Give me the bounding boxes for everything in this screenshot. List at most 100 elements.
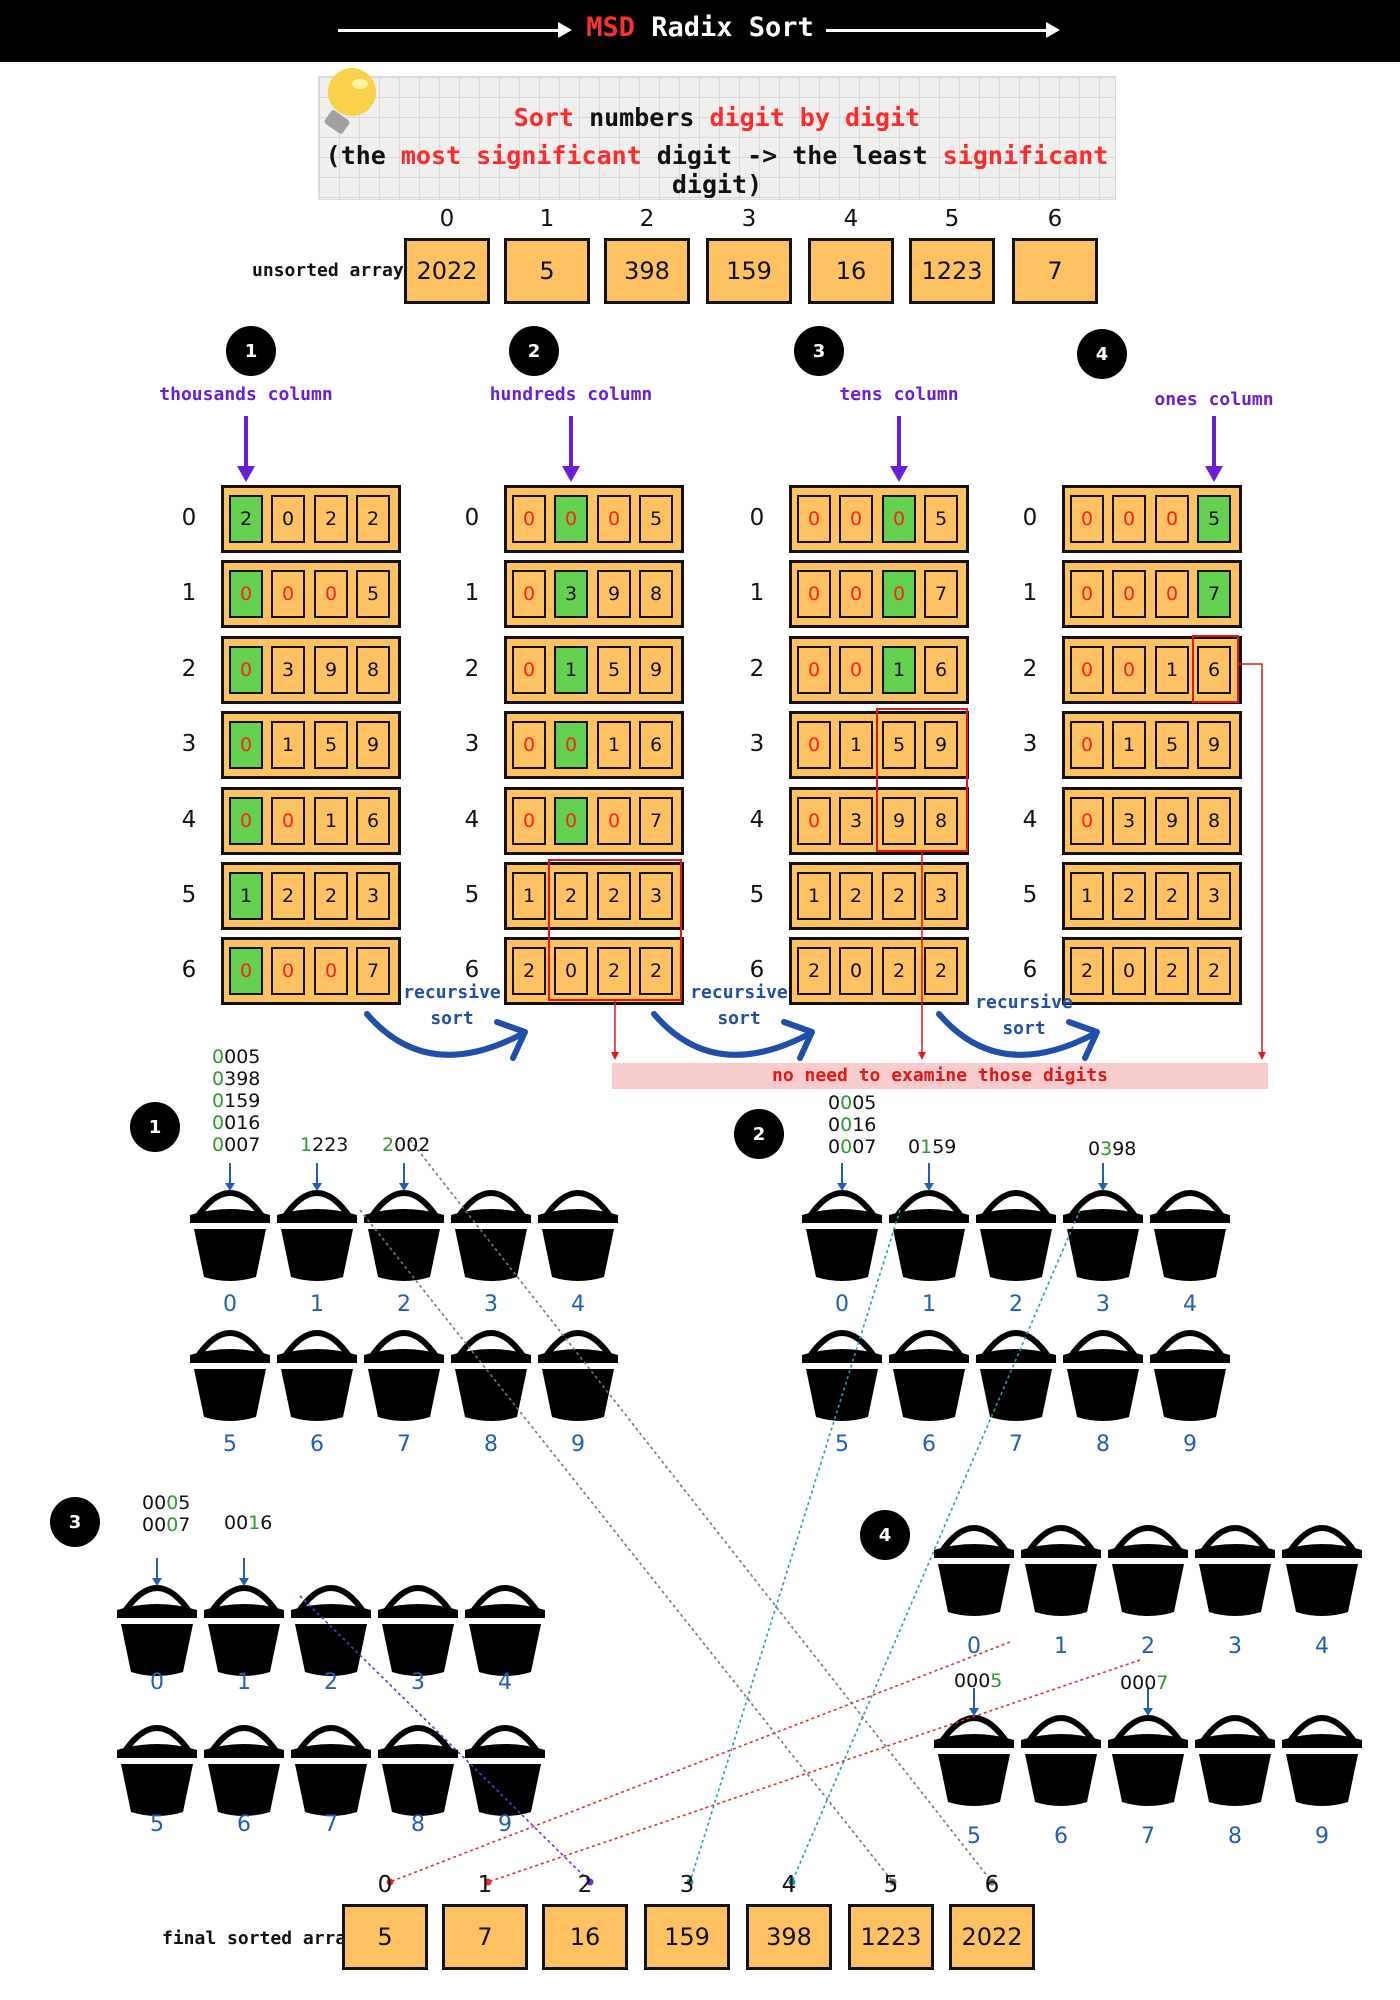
arrowhead-icon	[239, 1578, 249, 1586]
digit-cell: 9	[314, 646, 348, 694]
row-index: 4	[181, 807, 197, 833]
bucket-icon	[1150, 1330, 1230, 1421]
digit-cell: 0	[229, 721, 263, 769]
digit-cell: 0	[1070, 495, 1104, 543]
final-cell: 159	[644, 1904, 730, 1970]
digit-cell: 0	[1112, 570, 1146, 618]
digit-cell: 2	[554, 872, 588, 920]
digit-cell: 0	[1070, 646, 1104, 694]
intro-segment: digit -> the least	[641, 141, 943, 170]
digit-cell: 3	[271, 646, 305, 694]
bucket-number: 5	[835, 1432, 849, 1457]
digit-cell: 2	[924, 947, 958, 995]
digit-cell: 0	[271, 797, 305, 845]
page-title: MSD Radix Sort	[586, 12, 814, 43]
bucket-icon	[934, 1715, 1014, 1806]
digit-cell: 0	[1155, 570, 1189, 618]
bucket-icon	[934, 1525, 1014, 1616]
sort-word: sort	[1002, 1018, 1046, 1039]
digit-cell: 0	[1155, 495, 1189, 543]
digit-cell: 1	[229, 872, 263, 920]
unsorted-cell: 2022	[404, 238, 490, 304]
digit-cell: 2	[1112, 872, 1146, 920]
row-index: 6	[1022, 957, 1038, 983]
bucket-icon	[802, 1330, 882, 1421]
unsorted-index: 1	[539, 206, 555, 232]
bucket-number: 0	[150, 1670, 164, 1695]
digit-cell: 0	[512, 646, 546, 694]
arrowhead-icon	[312, 1183, 322, 1191]
bucket-icon	[1063, 1330, 1143, 1421]
row-index: 2	[181, 656, 197, 682]
digit-cell: 0	[229, 947, 263, 995]
column-label: thousands column	[159, 384, 333, 405]
bucket-number: 6	[922, 1432, 936, 1457]
digit-cell: 9	[924, 721, 958, 769]
unsorted-cell: 16	[808, 238, 894, 304]
bucket-number-label: 0159	[908, 1136, 957, 1158]
bucket-number-label: 2002	[382, 1134, 431, 1156]
intro-segment: digit)	[671, 170, 763, 199]
digit-cell: 5	[639, 495, 673, 543]
bucket-number: 6	[310, 1432, 324, 1457]
final-cell: 398	[746, 1904, 832, 1970]
bucket-number: 8	[411, 1812, 425, 1837]
bucket-number: 4	[498, 1670, 512, 1695]
row-index: 0	[181, 505, 197, 531]
arrowhead-icon	[1205, 466, 1223, 482]
digit-cell: 3	[356, 872, 390, 920]
unsorted-array-label: unsorted array	[252, 260, 404, 281]
bucket-icon	[889, 1330, 969, 1421]
digit-cell: 3	[924, 872, 958, 920]
bucket-step-badge: 2	[734, 1109, 784, 1159]
digit-cell: 0	[839, 646, 873, 694]
digit-cell: 5	[1155, 721, 1189, 769]
bucket-icon	[190, 1190, 270, 1281]
final-index: 0	[377, 1872, 393, 1898]
sort-word: sort	[430, 1008, 474, 1029]
digit-cell: 3	[1197, 872, 1231, 920]
intro-panel: Sort numbers digit by digit (the most si…	[318, 76, 1116, 200]
step-number-badge: 1	[226, 326, 276, 376]
lightbulb-icon	[324, 68, 376, 134]
recursive-word: recursive	[975, 992, 1073, 1013]
bucket-number-label: 1223	[300, 1134, 349, 1156]
digit-cell: 1	[1155, 646, 1189, 694]
digit-cell: 2	[314, 872, 348, 920]
bucket-icon	[277, 1190, 357, 1281]
dotted-connector	[409, 1139, 993, 1883]
row-index: 3	[181, 731, 197, 757]
bucket-icon	[451, 1330, 531, 1421]
bucket-icon	[976, 1190, 1056, 1281]
step-number-badge: 3	[794, 326, 844, 376]
arrowhead-icon	[837, 1183, 847, 1191]
bucket-icon	[1150, 1190, 1230, 1281]
bucket-icon	[465, 1585, 545, 1676]
bucket-number: 0	[967, 1634, 981, 1659]
digit-cell: 0	[554, 721, 588, 769]
bucket-icon	[117, 1725, 197, 1816]
bucket-icon	[1108, 1715, 1188, 1806]
bucket-icon	[802, 1190, 882, 1281]
digit-cell: 1	[882, 646, 916, 694]
skip-box	[1192, 635, 1239, 703]
row-index: 6	[181, 957, 197, 983]
digit-cell: 0	[512, 570, 546, 618]
intro-segment: most significant	[400, 141, 642, 170]
digit-cell: 0	[797, 721, 831, 769]
digit-cell: 6	[639, 721, 673, 769]
digit-cell: 1	[839, 721, 873, 769]
row-index: 0	[464, 505, 480, 531]
intro-line-1: Sort numbers digit by digit	[319, 103, 1115, 132]
final-array-label: final sorted array	[162, 1928, 358, 1949]
dotted-connector	[791, 1209, 1081, 1883]
bucket-icon	[117, 1585, 197, 1676]
bucket-icon	[204, 1725, 284, 1816]
